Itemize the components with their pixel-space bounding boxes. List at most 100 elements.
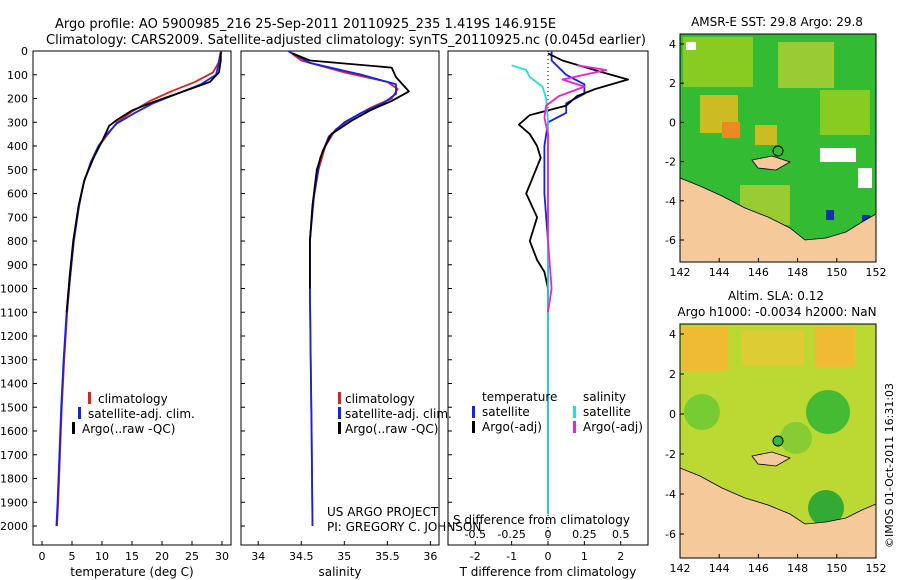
- sst-map-axes: 142 144 146 148 150 152 4 2 0 -2 -4 -6: [665, 38, 886, 279]
- x-tick-label: -2: [470, 550, 481, 563]
- lon-tick-label: 144: [709, 562, 730, 575]
- lat-tick-label: -6: [665, 234, 676, 247]
- x-tick-label: 0: [545, 550, 552, 563]
- x-tick-label: 2: [617, 550, 624, 563]
- x-tick-label: 35.5: [375, 550, 400, 563]
- sla-map-low-patch: [806, 390, 850, 434]
- project-annotation: US ARGO PROJECT: [327, 505, 439, 519]
- difference-chart: -2 -1 0 1 2 -0.5 -0.25 0 0.25 0.5: [465, 51, 629, 563]
- imos-credit: ©IMOS 01-Oct-2011 16:31:03: [883, 383, 896, 548]
- top-tick-label: -0.5: [465, 528, 486, 541]
- depth-axis: 0 100 200 300 400 500 600 700 800 900 1000 1100 1200…: [0, 45, 452, 533]
- depth-tick-label: 800: [7, 235, 28, 248]
- lon-tick-label: 144: [709, 266, 730, 279]
- lon-tick-label: 150: [826, 266, 847, 279]
- depth-tick-label: 1200: [0, 330, 28, 343]
- depth-tick-label: 1500: [0, 401, 28, 414]
- x-tick-label: 30: [215, 550, 229, 563]
- legend-header-salinity: salinity: [583, 390, 626, 404]
- sla-map-low-patch: [780, 422, 812, 454]
- sst-map-title: AMSR-E SST: 29.8 Argo: 29.8: [691, 15, 863, 29]
- sst-map-cloud-gap: [820, 148, 856, 162]
- island-outline: [751, 155, 791, 171]
- lon-tick-label: 142: [670, 266, 691, 279]
- x-tick-label: 34: [251, 550, 265, 563]
- legend-swatch-sal-satellite: [573, 406, 576, 418]
- legend-label-climatology: climatology: [345, 392, 415, 406]
- depth-tick-label: 300: [7, 116, 28, 129]
- series-line-climatology: [287, 50, 399, 527]
- difference-top-label: S difference from climatology: [453, 513, 630, 527]
- top-tick-label: 0: [545, 528, 552, 541]
- legend-swatch-satellite: [78, 407, 81, 419]
- x-tick-label: 10: [95, 550, 109, 563]
- depth-tick-label: 700: [7, 211, 28, 224]
- sla-map-high-patch: [815, 327, 855, 367]
- lon-tick-label: 148: [787, 562, 808, 575]
- depth-tick-label: 1000: [0, 283, 28, 296]
- legend-swatch-satellite: [338, 407, 341, 419]
- x-tick-label: 25: [185, 550, 199, 563]
- legend-label-argo: Argo(..raw -QC): [345, 422, 438, 436]
- lat-tick-label: 0: [669, 116, 676, 129]
- depth-tick-label: 1100: [0, 306, 28, 319]
- x-tick-label: 20: [155, 550, 169, 563]
- series-line-salinity-satellite: [511, 64, 549, 515]
- series-line-satellite-adj-clim: [55, 50, 223, 527]
- lat-tick-label: -2: [665, 448, 676, 461]
- x-tick-label: -1: [506, 550, 517, 563]
- depth-tick-label: 1300: [0, 354, 28, 367]
- lon-tick-label: 146: [748, 562, 769, 575]
- sla-map-title-line1: Altim. SLA: 0.12: [728, 289, 824, 303]
- depth-tick-label: 100: [7, 69, 28, 82]
- lat-tick-label: 4: [669, 38, 676, 51]
- series-line-salinity-argo-adj: [543, 64, 608, 313]
- lat-tick-label: 2: [669, 368, 676, 381]
- depth-tick-label: 1700: [0, 449, 28, 462]
- legend-swatch-temp-argo: [472, 421, 475, 433]
- depth-tick-label: 1600: [0, 425, 28, 438]
- depth-tick-label: 900: [7, 259, 28, 272]
- difference-xlabel: T difference from climatology: [459, 565, 637, 579]
- sst-map-patch: [820, 90, 870, 135]
- legend-swatch-sal-argo: [573, 421, 576, 433]
- x-tick-label: 0: [39, 550, 46, 563]
- profile-location-marker: [772, 435, 784, 447]
- sla-map-title-line2: Argo h1000: -0.0034 h2000: NaN: [677, 305, 876, 319]
- legend-label-temp-satellite: satellite: [482, 405, 530, 419]
- legend-swatch-climatology: [338, 392, 341, 404]
- sst-map-patch: [755, 125, 777, 145]
- depth-tick-label: 1400: [0, 378, 28, 391]
- lat-tick-label: -6: [665, 528, 676, 541]
- depth-tick-label: 1800: [0, 473, 28, 486]
- sla-map-low-patch: [808, 490, 844, 526]
- sst-map-patch: [778, 42, 834, 88]
- legend-swatch-temp-satellite: [472, 406, 475, 418]
- island-outline: [751, 451, 791, 467]
- lon-tick-label: 146: [748, 266, 769, 279]
- depth-tick-label: 2000: [0, 520, 28, 533]
- top-tick-label: -0.25: [497, 528, 525, 541]
- depth-tick-label: 1900: [0, 496, 28, 509]
- depth-tick-label: 500: [7, 164, 28, 177]
- sst-map-cloud-gap: [858, 168, 872, 188]
- lon-tick-label: 150: [826, 562, 847, 575]
- sst-map-cloud-gap: [686, 42, 696, 50]
- series-line-argo-raw-qc: [65, 52, 222, 313]
- salinity-legend: climatology satellite-adj. clim. Argo(..…: [338, 392, 452, 436]
- profile-location-marker: [772, 145, 784, 157]
- sla-map-frame: [679, 323, 877, 559]
- sst-map-frame: [679, 33, 877, 263]
- salinity-panel-frame: [240, 50, 440, 546]
- temperature-panel-frame: [32, 50, 232, 546]
- sla-map-patch: [742, 330, 804, 366]
- legend-label-satellite: satellite-adj. clim.: [88, 407, 195, 421]
- legend-swatch-climatology: [88, 392, 91, 404]
- depth-tick-label: 200: [7, 93, 28, 106]
- legend-label-sal-satellite: satellite: [583, 405, 631, 419]
- sst-map-warm-patch: [722, 122, 740, 138]
- temperature-chart: 0 5 10 15 20 25 30: [39, 50, 229, 563]
- temperature-xlabel: temperature (deg C): [70, 565, 193, 579]
- lon-tick-label: 148: [787, 266, 808, 279]
